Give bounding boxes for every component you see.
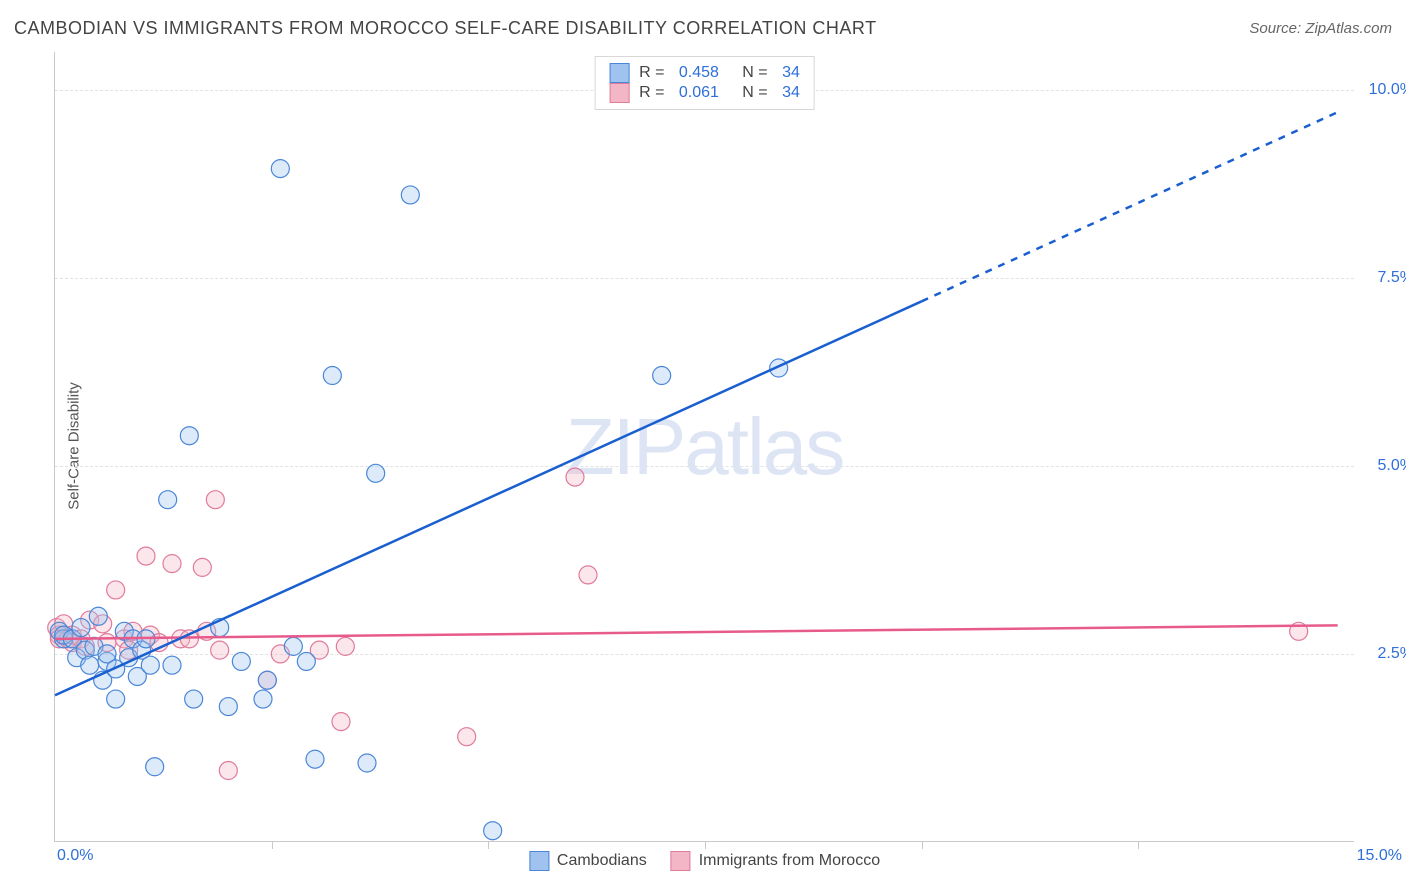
data-point xyxy=(271,160,289,178)
page-title: CAMBODIAN VS IMMIGRANTS FROM MOROCCO SEL… xyxy=(14,18,877,39)
r-label: R = xyxy=(639,64,664,82)
correlation-legend: R = 0.458 N = 34R = 0.061 N = 34 xyxy=(594,56,815,110)
legend-row: R = 0.061 N = 34 xyxy=(609,83,800,103)
data-point xyxy=(180,427,198,445)
n-label: N = xyxy=(729,84,768,102)
data-point xyxy=(146,758,164,776)
source-attribution: Source: ZipAtlas.com xyxy=(1249,20,1392,37)
data-point xyxy=(284,637,302,655)
data-point xyxy=(107,581,125,599)
data-point xyxy=(89,607,107,625)
scatter-plot xyxy=(55,52,1355,842)
trendline-a-solid xyxy=(55,301,922,695)
data-point xyxy=(306,750,324,768)
n-value: 34 xyxy=(778,84,800,102)
data-point xyxy=(566,468,584,486)
data-point xyxy=(653,367,671,385)
data-point xyxy=(401,186,419,204)
data-point xyxy=(137,547,155,565)
series-legend: Cambodians Immigrants from Morocco xyxy=(529,851,880,871)
data-point xyxy=(163,555,181,573)
data-point xyxy=(579,566,597,584)
y-tick-label: 5.0% xyxy=(1378,457,1406,475)
data-point xyxy=(254,690,272,708)
x-axis-min-label: 0.0% xyxy=(57,847,93,865)
data-point xyxy=(336,637,354,655)
data-point xyxy=(358,754,376,772)
r-label: R = xyxy=(639,84,664,102)
legend-swatch xyxy=(529,851,549,871)
x-tick xyxy=(922,841,923,849)
data-point xyxy=(232,652,250,670)
data-point xyxy=(163,656,181,674)
x-tick xyxy=(272,841,273,849)
y-tick-label: 2.5% xyxy=(1378,645,1406,663)
r-value: 0.061 xyxy=(674,84,718,102)
data-point xyxy=(258,671,276,689)
data-point xyxy=(185,690,203,708)
y-tick-label: 10.0% xyxy=(1369,81,1406,99)
n-value: 34 xyxy=(778,64,800,82)
data-point xyxy=(458,728,476,746)
data-point xyxy=(159,491,177,509)
data-point xyxy=(297,652,315,670)
data-point xyxy=(323,367,341,385)
trendline-a-dashed xyxy=(922,112,1338,301)
y-tick-label: 7.5% xyxy=(1378,269,1406,287)
data-point xyxy=(107,690,125,708)
data-point xyxy=(219,698,237,716)
x-tick xyxy=(488,841,489,849)
data-point xyxy=(484,822,502,840)
legend-swatch xyxy=(671,851,691,871)
data-point xyxy=(367,464,385,482)
r-value: 0.458 xyxy=(674,64,718,82)
data-point xyxy=(72,619,90,637)
data-point xyxy=(81,656,99,674)
legend-swatch xyxy=(609,63,629,83)
chart-plot-area: ZIPatlas 2.5%5.0%7.5%10.0% 0.0% 15.0% R … xyxy=(54,52,1354,842)
data-point xyxy=(219,762,237,780)
x-tick xyxy=(1138,841,1139,849)
legend-label: Cambodians xyxy=(557,852,647,870)
data-point xyxy=(206,491,224,509)
data-point xyxy=(332,713,350,731)
legend-item: Immigrants from Morocco xyxy=(671,851,880,871)
data-point xyxy=(211,641,229,659)
x-axis-max-label: 15.0% xyxy=(1357,847,1402,865)
legend-label: Immigrants from Morocco xyxy=(699,852,880,870)
n-label: N = xyxy=(729,64,768,82)
data-point xyxy=(141,656,159,674)
trendline-b xyxy=(55,625,1338,639)
legend-swatch xyxy=(609,83,629,103)
legend-item: Cambodians xyxy=(529,851,647,871)
x-tick xyxy=(705,841,706,849)
data-point xyxy=(193,558,211,576)
legend-row: R = 0.458 N = 34 xyxy=(609,63,800,83)
